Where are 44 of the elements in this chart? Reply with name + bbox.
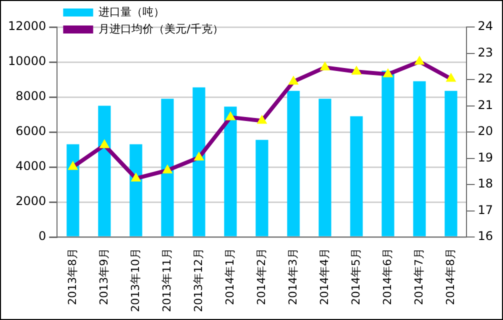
y-tick-label: 2000 [16,194,46,208]
y-tick-label: 6000 [16,124,46,138]
bar [350,116,363,236]
y2-tick-label: 17 [478,202,494,217]
bar [224,106,237,236]
x-tick-label: 2014年2月 [254,248,268,306]
y2-tick-label: 22 [478,72,494,86]
y-tick-label: 8000 [16,89,46,104]
bar [161,98,174,236]
y-tick-label: 0 [38,229,46,244]
x-tick-label: 2013年12月 [192,248,205,312]
x-tick-label: 2013年9月 [97,248,110,306]
legend-label: 进口量（吨） [98,5,165,18]
y-tick-label: 10000 [8,54,46,68]
bar [382,70,394,236]
y2-tick-label: 18 [478,176,494,191]
bar [66,144,80,236]
bar [256,140,268,236]
x-tick-label: 2014年4月 [318,248,331,306]
bar [413,81,426,236]
legend-label: 月进口均价（美元/千克） [98,22,224,36]
y-tick-label: 4000 [16,159,46,174]
x-tick-label: 2013年10月 [128,248,142,312]
y2-tick-label: 23 [478,45,494,60]
x-tick-label: 2014年6月 [380,248,394,306]
y2-tick-label: 16 [478,229,494,244]
x-tick-label: 2014年7月 [412,248,426,306]
bar [98,106,111,236]
bar [444,90,458,236]
x-tick-label: 2014年5月 [349,248,362,306]
y2-tick-label: 19 [478,150,494,164]
y-tick-label: 12000 [8,19,46,34]
x-tick-label: 2014年1月 [223,248,236,306]
x-tick-label: 2013年8月 [66,248,79,306]
bar [287,90,300,236]
bar [192,87,206,236]
x-tick-label: 2013年11月 [160,248,174,312]
x-tick-label: 2014年8月 [444,248,457,306]
bar [318,98,332,236]
y2-tick-label: 21 [478,98,494,112]
x-tick-label: 2014年3月 [286,248,300,306]
bar [130,144,142,236]
y2-tick-label: 24 [478,19,494,34]
y2-tick-label: 20 [478,124,494,138]
